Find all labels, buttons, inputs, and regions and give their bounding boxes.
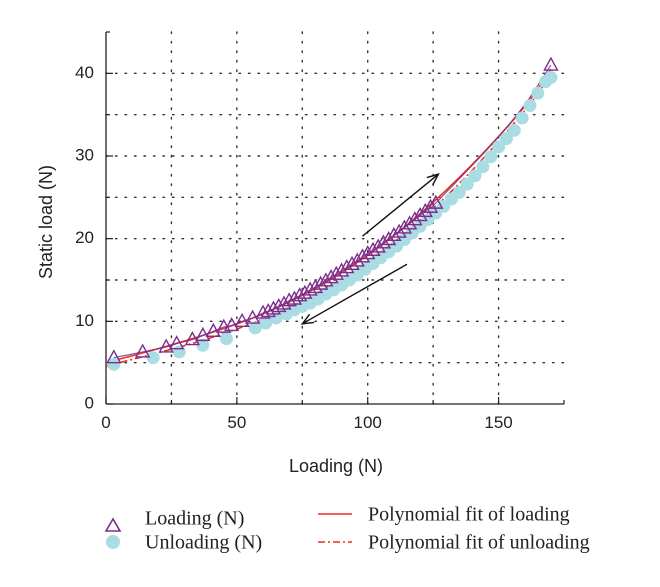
loading-point — [158, 338, 174, 353]
unloading-point — [219, 332, 233, 346]
loading-point — [271, 297, 287, 313]
legend-marker-triangle — [104, 517, 122, 532]
arrow-shaft-up-right — [362, 173, 439, 237]
loading-point — [106, 349, 122, 364]
arrow-shaft-down-left — [301, 263, 408, 325]
legend: Loading (N) Unloading (N) Polynomial fit… — [104, 504, 590, 554]
unloading-point — [492, 140, 506, 154]
x-axis-label: Loading (N) — [289, 456, 383, 476]
loading-point — [255, 304, 271, 319]
unloading-point — [248, 321, 262, 335]
y-axis-label: Static load (N) — [36, 165, 56, 279]
unloading-point — [515, 111, 529, 125]
loading-point — [428, 194, 444, 209]
loading-point — [375, 234, 392, 249]
loading-points — [106, 56, 559, 364]
unloading-point — [484, 150, 498, 164]
unloading-point — [196, 338, 210, 352]
loading-point — [391, 223, 407, 238]
loading-point — [365, 241, 381, 256]
loading-point — [297, 284, 313, 299]
arrow-head-up-right — [426, 173, 440, 186]
unloading-point — [259, 316, 273, 330]
loading-point — [291, 287, 308, 302]
x-tick-label: 150 — [484, 413, 512, 432]
loading-point — [422, 198, 439, 213]
ticks: 0 50 100 150 0 10 20 30 40 — [75, 31, 565, 432]
grid — [105, 31, 565, 405]
arrow-head-down-left — [300, 313, 315, 325]
loading-point — [543, 56, 559, 71]
unloading-point — [468, 169, 482, 183]
legend-item-fit-loading: Polynomial fit of loading — [318, 504, 570, 526]
loading-point — [370, 238, 386, 253]
loading-point — [281, 292, 297, 307]
unloading-point — [107, 357, 121, 371]
annotation-arrows — [300, 173, 440, 325]
unloading-point — [523, 99, 537, 113]
unloading-point — [172, 345, 186, 359]
loading-point — [205, 322, 221, 337]
unloading-point — [460, 177, 474, 191]
y-tick-label: 20 — [75, 228, 94, 247]
legend-item-loading: Loading (N) — [104, 508, 244, 532]
legend-label-loading: Loading (N) — [145, 508, 244, 530]
loading-point — [286, 290, 303, 305]
axes — [105, 32, 564, 405]
loading-point — [302, 281, 318, 296]
loading-point — [244, 309, 261, 324]
legend-item-fit-unloading: Polynomial fit of unloading — [318, 532, 590, 554]
x-tick-label: 0 — [101, 413, 110, 432]
x-tick-label: 100 — [354, 413, 382, 432]
unloading-points — [107, 70, 558, 371]
loading-point — [276, 295, 292, 310]
loading-point — [260, 302, 276, 318]
unloading-point — [531, 86, 545, 100]
loading-point — [380, 231, 397, 246]
loading-point — [386, 226, 402, 242]
loading-point — [412, 207, 428, 222]
unloading-point — [452, 185, 466, 199]
loading-point — [195, 326, 211, 342]
loading-point — [223, 316, 240, 332]
unloading-point — [269, 311, 283, 325]
legend-marker-circle — [106, 535, 120, 549]
legend-item-unloading: Unloading (N) — [106, 532, 262, 554]
legend-label-unloading: Unloading (N) — [145, 532, 262, 554]
loading-point — [265, 300, 282, 315]
loading-point — [344, 255, 360, 270]
legend-label-fit-loading: Polynomial fit of loading — [368, 504, 570, 526]
loading-point — [407, 211, 423, 226]
y-tick-label: 10 — [75, 311, 94, 330]
loading-point — [184, 331, 201, 346]
loading-point — [168, 335, 185, 350]
y-tick-label: 40 — [75, 63, 94, 82]
loading-point — [417, 202, 433, 218]
unloading-point — [507, 123, 521, 137]
loading-point — [396, 219, 413, 234]
x-tick-label: 50 — [227, 413, 246, 432]
y-tick-label: 30 — [75, 145, 94, 164]
loading-point — [349, 252, 365, 267]
unloading-point — [499, 132, 513, 146]
loading-point — [401, 215, 418, 230]
unloading-point — [476, 160, 490, 174]
loading-point — [234, 312, 250, 328]
loading-point — [134, 343, 151, 358]
legend-label-fit-unloading: Polynomial fit of unloading — [368, 532, 590, 554]
unloading-point — [544, 70, 558, 84]
y-tick-label: 0 — [85, 393, 94, 412]
unloading-point — [146, 351, 160, 365]
